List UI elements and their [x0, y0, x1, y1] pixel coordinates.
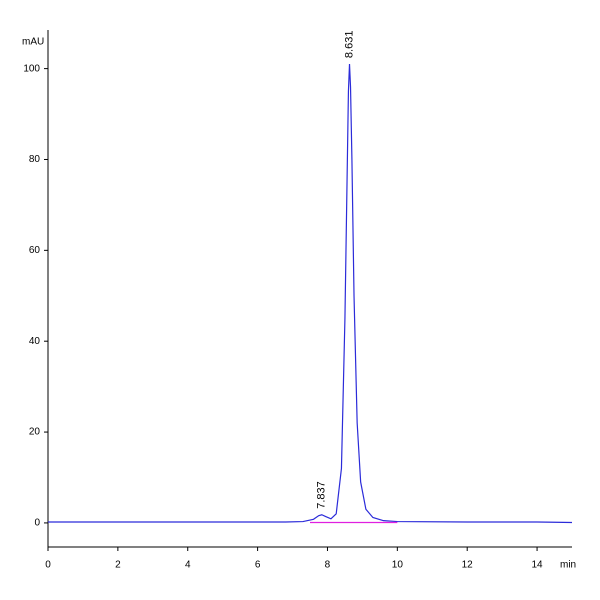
y-tick-label: 20	[29, 427, 41, 438]
x-tick-label: 12	[462, 560, 474, 571]
x-tick-label: 8	[325, 560, 331, 571]
x-tick-label: 10	[392, 560, 404, 571]
x-axis-label: min	[560, 560, 576, 571]
y-tick-label: 0	[34, 518, 40, 529]
x-tick-label: 2	[115, 560, 121, 571]
trace	[48, 64, 573, 524]
x-tick-label: 14	[532, 560, 544, 571]
x-tick-label: 6	[255, 560, 261, 571]
x-tick-label: 4	[185, 560, 191, 571]
peak-label: 7.837	[316, 481, 328, 509]
y-tick-label: 100	[23, 63, 40, 74]
y-axis-label: mAU	[22, 37, 44, 48]
x-tick-label: 0	[45, 560, 51, 571]
y-tick-label: 60	[29, 245, 41, 256]
y-tick-label: 80	[29, 154, 41, 165]
peak-label: 8.631	[343, 31, 355, 59]
y-tick-label: 40	[29, 336, 41, 347]
